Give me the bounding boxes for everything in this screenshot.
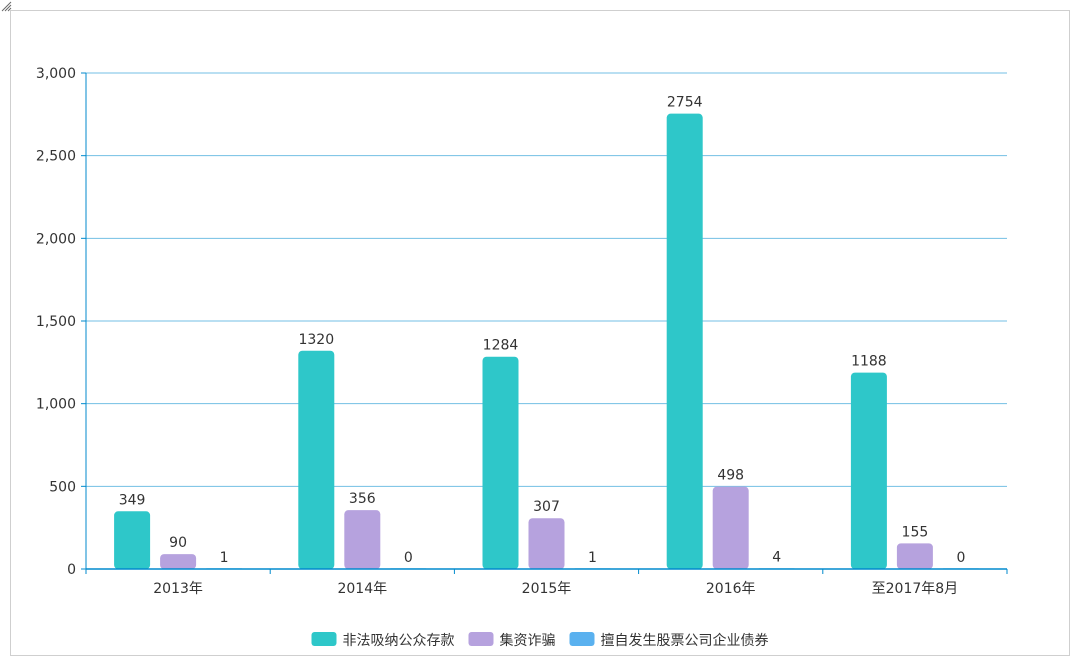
bar[interactable] xyxy=(712,486,749,569)
bar[interactable] xyxy=(896,543,933,569)
data-label: 1188 xyxy=(851,354,887,370)
y-tick-label: 3,000 xyxy=(36,66,76,82)
bar[interactable] xyxy=(482,356,519,569)
x-tick-label: 2013年 xyxy=(153,581,203,597)
data-labels: 349 90 1 1320 356 0 1284 307 1 2754 498 4 1188 155 0 xyxy=(119,95,966,566)
y-tick-label: 2,500 xyxy=(36,149,76,165)
data-label: 155 xyxy=(902,524,929,540)
bar[interactable] xyxy=(344,510,381,569)
bar[interactable] xyxy=(528,518,565,569)
bar[interactable] xyxy=(114,511,151,569)
legend-label[interactable]: 非法吸纳公众存款 xyxy=(343,633,455,649)
data-label: 0 xyxy=(956,550,965,566)
y-tick-label: 1,000 xyxy=(36,397,76,413)
bar[interactable] xyxy=(160,554,197,569)
legend-label[interactable]: 擅自发生股票公司企业债券 xyxy=(601,632,769,649)
x-tick-label: 2016年 xyxy=(706,581,756,597)
x-tick-label: 2014年 xyxy=(337,581,387,597)
data-label: 307 xyxy=(533,499,560,515)
data-label: 1 xyxy=(588,550,597,566)
data-label: 90 xyxy=(169,535,187,551)
data-label: 1284 xyxy=(483,338,519,354)
data-label: 498 xyxy=(717,468,744,484)
y-tick-label: 0 xyxy=(67,562,76,578)
x-tick-label: 至2017年8月 xyxy=(872,581,959,597)
y-tick-label: 500 xyxy=(49,479,76,495)
bar[interactable] xyxy=(850,372,887,569)
legend-swatch[interactable] xyxy=(468,632,494,646)
y-axis: 0 500 1,000 1,500 2,000 2,500 3,000 xyxy=(36,66,87,578)
y-tick-label: 2,000 xyxy=(36,231,76,247)
data-label: 4 xyxy=(772,549,781,565)
resize-handle-icon[interactable] xyxy=(0,0,12,12)
data-label: 1 xyxy=(220,550,229,566)
bar[interactable] xyxy=(298,350,335,569)
data-label: 1320 xyxy=(298,332,334,348)
legend-swatch[interactable] xyxy=(311,632,337,646)
x-tick-label: 2015年 xyxy=(522,581,572,597)
legend-label[interactable]: 集资诈骗 xyxy=(500,632,556,649)
legend-swatch[interactable] xyxy=(569,632,595,646)
bars xyxy=(114,113,979,569)
y-tick-label: 1,500 xyxy=(36,314,76,330)
data-label: 0 xyxy=(404,550,413,566)
data-label: 349 xyxy=(119,492,146,508)
legend: 非法吸纳公众存款 集资诈骗 擅自发生股票公司企业债券 xyxy=(311,632,769,649)
x-axis: 2013年 2014年 2015年 2016年 至2017年8月 xyxy=(85,568,1008,597)
bar[interactable] xyxy=(666,113,703,569)
data-label: 356 xyxy=(349,491,376,507)
data-label: 2754 xyxy=(667,95,703,111)
